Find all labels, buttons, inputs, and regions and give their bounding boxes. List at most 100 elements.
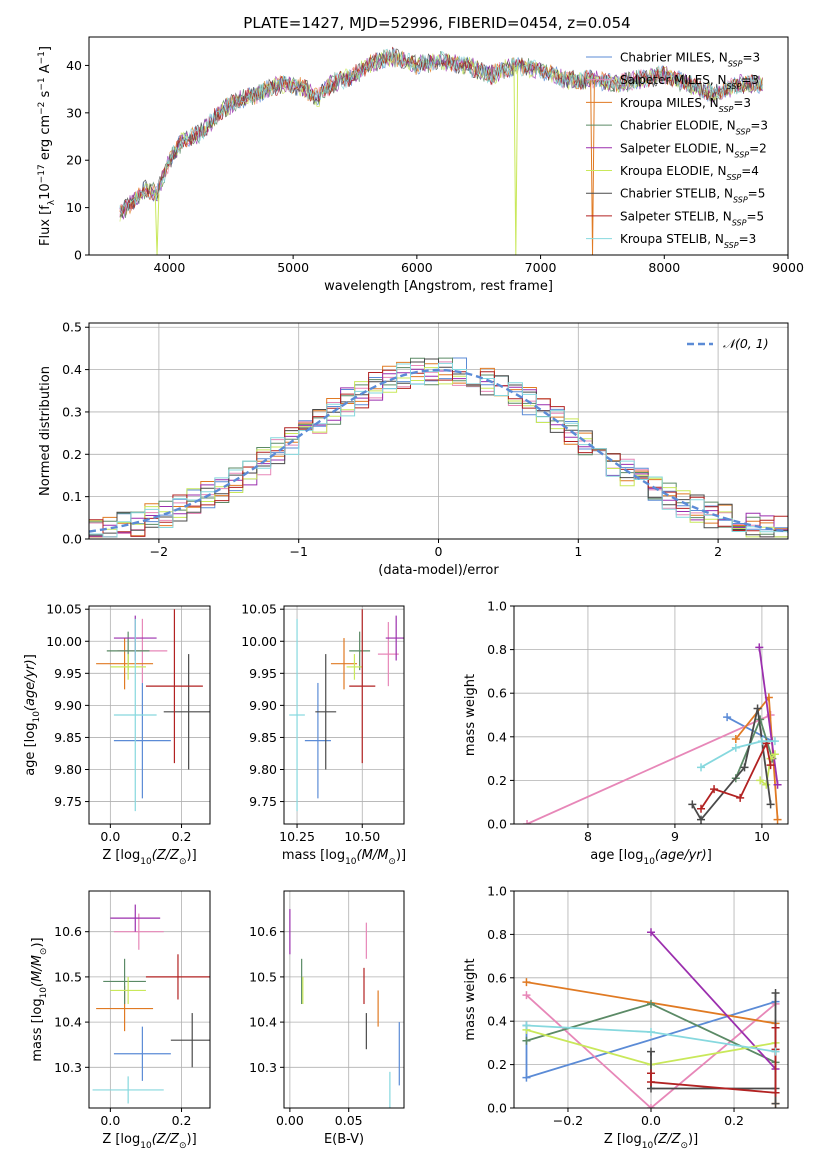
x-tick-label: 10: [754, 829, 770, 844]
weight-marker: [766, 800, 775, 809]
spectrum-dip: [154, 193, 160, 255]
y-tick-label: 10.4: [54, 1015, 82, 1030]
y-tick-label: 9.75: [54, 794, 82, 809]
y-tick-label: 0.6: [487, 686, 507, 701]
errorbar-point-5: [110, 904, 161, 932]
weight-marker: [736, 793, 745, 802]
figure-title: PLATE=1427, MJD=52996, FIBERID=0454, z=0…: [243, 14, 630, 32]
y-tick-label: 0.4: [487, 729, 507, 744]
y-axis-label: Flux [fλ10−17 erg cm−2 s−1 A−1]: [37, 46, 57, 246]
errorbar-point-6: [110, 976, 146, 1005]
errorbar-point-5: [385, 615, 404, 661]
plot-area-mass-vs-EBV: [284, 891, 404, 1108]
legend-entry: Salpeter ELODIE, NSSP=2: [620, 141, 767, 159]
y-tick-label: 10.3: [54, 1060, 82, 1075]
y-axis-label: mass weight: [463, 958, 478, 1040]
x-tick-label: 9000: [772, 260, 804, 275]
axes-frame: [88, 36, 789, 256]
weight-marker: [773, 780, 782, 789]
y-tick-label: 9.85: [249, 730, 277, 745]
errorbar-point-7: [163, 654, 210, 770]
errorbar-point-4: [103, 958, 146, 1005]
y-tick-label: 9.90: [249, 698, 277, 713]
plot-area-massweight-vs-Z: [522, 928, 780, 1108]
y-tick-label: 9.90: [54, 698, 82, 713]
axes-spectrum: 4000 5000 6000 7000 8000 9000 0 10 20 30 40 wavelen…: [37, 36, 804, 294]
weight-marker: [522, 991, 531, 1000]
x-axis-label: Z [log10(Z/Z⊙)]: [102, 848, 196, 867]
y-tick-label: 9.75: [249, 794, 277, 809]
weight-series-9: [700, 740, 775, 769]
weight-marker: [771, 988, 780, 997]
x-axis-label: (data-model)/error: [378, 563, 499, 578]
y-tick-label: 10.6: [54, 924, 82, 939]
errorbar-point-8: [145, 954, 210, 1000]
y-axis-label: mass weight: [463, 674, 478, 756]
x-tick-label: 4000: [154, 260, 186, 275]
y-tick-label: 0.8: [487, 927, 507, 942]
x-tick-label: 0.0: [100, 829, 120, 844]
weight-marker: [771, 1023, 780, 1032]
axes-age-vs-mass: 10.25 10.50 9.75 9.80 9.85 9.90 9.95 10.00 10.05…: [241, 602, 406, 867]
errorbar-point-6: [110, 654, 146, 680]
y-tick-label: 9.85: [54, 730, 82, 745]
x-tick-label: 0.05: [335, 1113, 363, 1128]
x-tick-label: 10.25: [279, 829, 315, 844]
y-tick-label: 20: [66, 153, 82, 168]
spectrum-line-9: [119, 48, 763, 215]
weight-marker: [771, 1099, 780, 1108]
legend-entry: Salpeter MILES, NSSP=3: [620, 73, 759, 91]
y-tick-label: 10.05: [46, 602, 82, 617]
y-tick-label: 9.95: [54, 666, 82, 681]
y-tick-label: 0.2: [487, 773, 507, 788]
y-tick-label: 0.4: [487, 1014, 507, 1029]
y-tick-label: 0.5: [62, 320, 82, 335]
weight-marker: [697, 804, 706, 813]
legend-entry: Kroupa ELODIE, NSSP=4: [620, 164, 759, 182]
x-tick-label: 5000: [277, 260, 309, 275]
x-tick-label: 7000: [525, 260, 557, 275]
weight-marker: [753, 704, 762, 713]
errorbar-point-9: [113, 618, 157, 812]
weight-series-2: [526, 714, 771, 824]
weight-series-6: [759, 753, 776, 787]
x-tick-label: 0.2: [172, 829, 192, 844]
y-tick-label: 0.2: [62, 447, 82, 462]
axes-frame: [513, 605, 789, 825]
errorbar-point-2: [377, 622, 399, 687]
weight-marker: [647, 928, 655, 937]
legend-entry: Chabrier ELODIE, NSSP=3: [620, 119, 768, 137]
axes-massweight-vs-Z: −0.2 0.0 0.2 0.0 0.2 0.4 0.6 0.8 1.0 Z [log10(Z/Z…: [463, 884, 789, 1151]
legend-entry: Kroupa STELIB, NSSP=3: [620, 232, 756, 250]
y-tick-label: 0.0: [62, 532, 82, 547]
x-tick-label: −2: [150, 544, 168, 559]
y-axis-label: age [log10(age/yr)]: [23, 654, 42, 776]
weight-marker: [647, 1047, 655, 1056]
y-tick-label: 0.1: [62, 489, 82, 504]
y-tick-label: 10.00: [46, 634, 82, 649]
y-tick-label: 0.0: [487, 817, 507, 832]
y-tick-label: 10.6: [249, 924, 277, 939]
y-tick-label: 10.00: [241, 634, 277, 649]
spectrum-legend: Chabrier MILES, NSSP=3 Salpeter MILES, NS…: [586, 51, 768, 250]
weight-marker: [647, 1077, 655, 1086]
x-tick-label: 1: [574, 544, 582, 559]
y-tick-label: 0.3: [62, 404, 82, 419]
x-tick-label: 10.50: [344, 829, 380, 844]
y-tick-label: 0.2: [487, 1057, 507, 1072]
weight-marker: [757, 737, 766, 746]
errorbar-point-7: [170, 1013, 210, 1068]
axes-frame: [283, 890, 405, 1109]
weight-marker: [522, 1036, 531, 1045]
weight-marker: [770, 737, 779, 746]
errorbar-point-8: [145, 609, 203, 764]
axes-frame: [88, 890, 211, 1109]
axes-frame: [283, 605, 405, 825]
histogram-8: [89, 369, 788, 539]
axes-age-vs-Z: 0.0 0.2 9.75 9.80 9.85 9.90 9.95 10.00 10.05 Z [l…: [23, 602, 211, 867]
errorbar-point-3: [330, 638, 358, 690]
errorbar-point-7: [315, 654, 337, 770]
y-tick-label: 1.0: [487, 599, 507, 614]
plot-area-massweight-vs-age: [523, 643, 782, 824]
x-tick-label: 0.0: [641, 1113, 661, 1128]
